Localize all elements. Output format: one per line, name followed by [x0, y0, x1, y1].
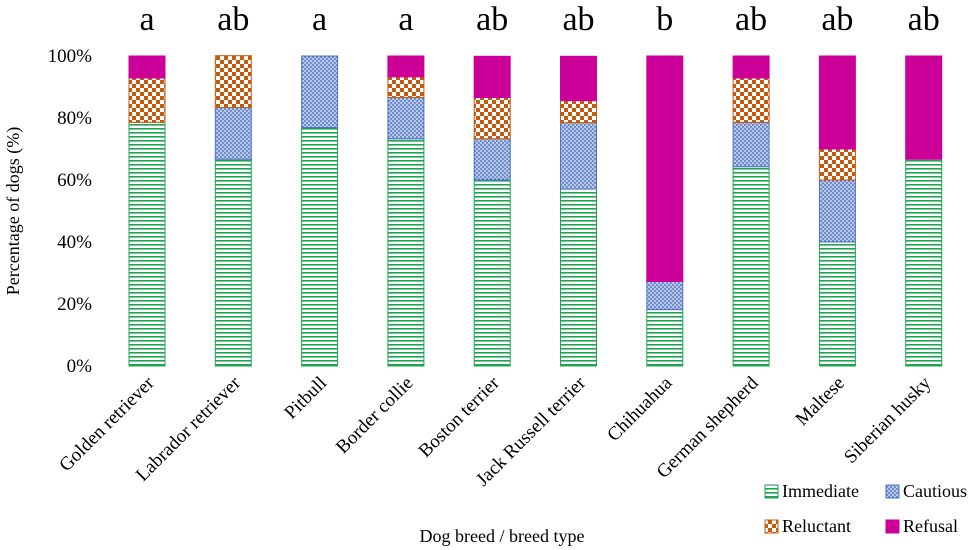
- x-category-label: Boston terrier: [415, 372, 505, 462]
- x-category-label: Siberian husky: [840, 372, 935, 467]
- bar-segment-reluctant: [818, 148, 856, 181]
- bar-segment-immediate: [560, 188, 597, 367]
- legend-swatch-immediate: [764, 484, 779, 499]
- bar-segment-immediate: [128, 121, 166, 367]
- bar-segment-refusal: [560, 55, 597, 102]
- bar-segment-refusal: [818, 55, 856, 150]
- significance-letter: ab: [476, 1, 508, 38]
- y-tick-label: 40%: [57, 232, 92, 253]
- y-tick-label: 100%: [48, 46, 93, 67]
- bar-segment-immediate: [818, 241, 856, 367]
- bar-segment-immediate: [732, 166, 770, 367]
- significance-letter: ab: [908, 1, 940, 38]
- y-tick-label: 0%: [67, 356, 93, 377]
- bar-segment-cautious: [473, 138, 511, 181]
- bar-segment-refusal: [646, 55, 684, 282]
- bar-segment-reluctant: [128, 77, 166, 123]
- bar-segment-refusal: [128, 55, 166, 79]
- legend-label: Refusal: [903, 516, 958, 536]
- significance-letter: a: [398, 1, 413, 38]
- legend-label: Cautious: [903, 481, 967, 501]
- y-axis: 0% 20% 40% 60% 80% 100%: [48, 46, 93, 377]
- bar-segment-immediate: [214, 158, 252, 367]
- significance-letter: ab: [735, 1, 767, 38]
- bar-segment-cautious: [732, 121, 770, 168]
- significance-letter: ab: [821, 1, 853, 38]
- x-category-label: Pitbull: [280, 373, 331, 424]
- y-tick-label: 60%: [57, 170, 92, 191]
- significance-letter: ab: [562, 1, 594, 38]
- legend-swatch-cautious: [885, 484, 900, 499]
- legend-swatch-reluctant: [764, 519, 779, 534]
- bar-segment-refusal: [905, 55, 943, 160]
- bars: [128, 55, 943, 367]
- bar-segment-reluctant: [387, 76, 425, 99]
- bar-segment-cautious: [387, 97, 425, 140]
- legend-label: Reluctant: [782, 516, 851, 536]
- y-axis-title: Percentage of dogs (%): [3, 127, 24, 295]
- significance-letter: b: [656, 1, 673, 38]
- bar-segment-cautious: [818, 179, 856, 243]
- bar-segment-reluctant: [214, 55, 252, 108]
- bar-segment-refusal: [473, 55, 511, 99]
- bar-segment-immediate: [301, 127, 339, 367]
- legend: Immediate Cautious Reluctant Refusal: [764, 481, 967, 536]
- x-category-label: Maltese: [792, 373, 849, 430]
- bar-segment-cautious: [214, 106, 252, 160]
- bar-segment-cautious: [646, 280, 684, 311]
- legend-swatch-refusal: [885, 519, 900, 534]
- bar-segment-reluctant: [560, 100, 597, 124]
- bar-segment-immediate: [387, 138, 425, 367]
- bar-segment-reluctant: [732, 77, 770, 123]
- significance-letter: a: [312, 1, 327, 38]
- bar-segment-reluctant: [473, 97, 511, 140]
- bar-segment-immediate: [905, 158, 943, 367]
- bar-segment-cautious: [301, 55, 339, 129]
- legend-label: Immediate: [782, 481, 859, 501]
- bar-segment-immediate: [473, 179, 511, 367]
- significance-letter: a: [139, 1, 154, 38]
- significance-letter: ab: [217, 1, 249, 38]
- significance-letters: a ab a a ab ab b ab ab ab: [139, 1, 939, 38]
- y-tick-label: 20%: [57, 294, 92, 315]
- bar-segment-cautious: [560, 122, 597, 190]
- bar-segment-refusal: [387, 55, 425, 78]
- bar-segment-refusal: [732, 55, 770, 79]
- x-axis-title: Dog breed / breed type: [420, 526, 585, 546]
- bar-segment-immediate: [646, 309, 684, 367]
- y-tick-label: 80%: [57, 108, 92, 129]
- x-category-label: Chihuahua: [603, 372, 676, 445]
- x-category-label: Border collie: [332, 373, 417, 458]
